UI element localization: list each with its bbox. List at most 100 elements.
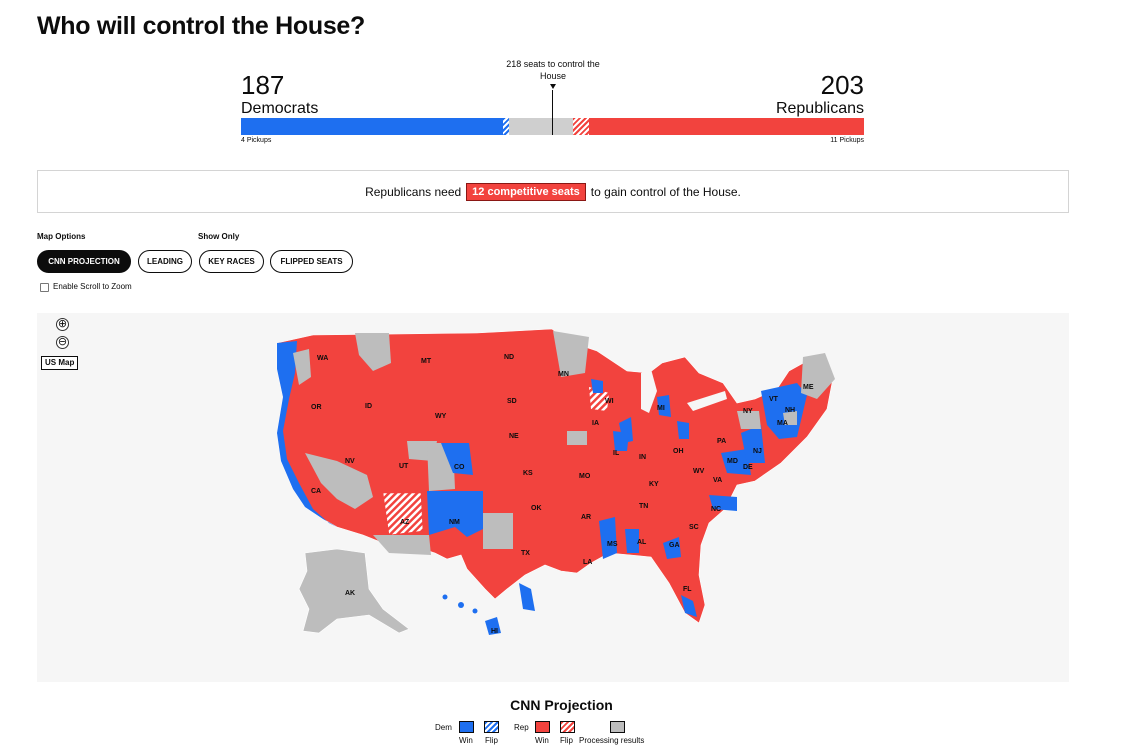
state-label-nj: NJ [753,448,762,455]
va-dem [721,449,751,475]
wa-processing [293,349,311,385]
rep-pickups: 11 Pickups [830,137,864,144]
al-dem [625,529,639,553]
state-label-fl: FL [683,586,692,593]
legend-rep-win-label: Win [535,736,549,745]
page-title: Who will control the House? [37,12,365,40]
west-coast-dem [277,341,337,527]
state-label-wa: WA [317,355,328,362]
il-dem [613,431,629,451]
legend-title: CNN Projection [510,697,613,713]
ga-dem [663,537,681,559]
legend-rep-label: Rep [514,723,529,732]
state-label-mt: MT [421,358,432,365]
dem-seat-count: 187 [241,70,285,100]
state-label-ca: CA [311,488,321,495]
majority-marker-line [552,90,553,135]
ks-processing [567,431,587,445]
map-options-label: Map Options [37,232,86,241]
state-label-il: IL [613,450,620,457]
mn-processing [553,331,589,377]
control-threshold-label: 218 seats to control the House [506,59,600,81]
need-prefix: Republicans need [365,184,462,199]
state-label-sd: SD [507,398,517,405]
scroll-zoom-label: Enable Scroll to Zoom [53,282,132,291]
az-rep-flip [382,492,424,536]
dem-party-label: Democrats [241,100,319,117]
state-label-me: ME [803,384,814,391]
legend-dem-flip-swatch [484,721,499,733]
seat-tracker: 187 Democrats 218 seats to control the H… [241,56,864,148]
state-label-mi: MI [657,405,665,412]
tx-south-dem [519,583,535,611]
state-label-hi: HI [491,628,498,635]
scroll-zoom-checkbox[interactable] [40,283,49,292]
state-label-id: ID [365,403,372,410]
state-label-tx: TX [521,550,530,557]
nv-ca-processing [305,453,373,509]
house-results-map[interactable]: WA OR CA NV ID MT WY UT AZ CO NM ND SD N… [37,313,1069,682]
hawaii-islands [442,594,501,635]
state-label-nm: NM [449,519,460,526]
state-label-nd: ND [504,354,514,361]
state-label-nv: NV [345,458,355,465]
state-label-ak: AK [345,590,355,597]
state-label-ia: IA [592,420,599,427]
state-label-or: OR [311,404,322,411]
state-label-az: AZ [400,519,410,526]
ny-processing [737,411,761,429]
co-dem [441,443,473,475]
state-label-ky: KY [649,481,659,488]
dem-pickups: 4 Pickups [241,137,272,144]
legend-rep-flip-label: Flip [560,736,573,745]
dem-seats-segment [241,118,504,135]
us-district-map[interactable]: WA OR CA NV ID MT WY UT AZ CO NM ND SD N… [37,313,1069,682]
me-processing [801,353,835,399]
md-de-dem [741,425,765,463]
undecided-segment [508,118,574,135]
alaska-shape [298,548,410,634]
state-label-ga: GA [669,542,680,549]
state-label-in: IN [639,454,646,461]
id-processing [355,333,391,371]
legend-dem-flip-label: Flip [485,736,498,745]
state-label-nh: NH [785,407,795,414]
legend-rep-win-swatch [535,721,550,733]
legend-dem-win-label: Win [459,736,473,745]
state-label-al: AL [637,539,647,546]
state-label-ne: NE [509,433,519,440]
nc-dem [709,495,737,511]
state-label-mn: MN [558,371,569,378]
key-races-button[interactable]: KEY RACES [199,250,264,273]
state-label-la: LA [583,559,592,566]
state-label-mo: MO [579,473,591,480]
state-label-ks: KS [523,470,533,477]
zoom-in-button[interactable]: ⊕ [56,318,69,331]
state-label-ut: UT [399,463,409,470]
state-label-wi: WI [605,398,614,405]
flipped-seats-button[interactable]: FLIPPED SEATS [270,250,353,273]
state-label-tn: TN [639,503,648,510]
rep-seat-count: 203 [820,70,864,100]
state-label-md: MD [727,458,738,465]
state-label-ny: NY [743,408,753,415]
state-label-ar: AR [581,514,591,521]
nm-dem [427,491,483,537]
state-label-nc: NC [711,506,721,513]
state-label-sc: SC [689,524,699,531]
state-label-ms: MS [607,541,618,548]
fl-dem [681,595,697,617]
us-map-button[interactable]: US Map [41,356,79,370]
ct-processing [783,411,797,425]
state-label-ma: MA [777,420,788,427]
tx-processing [483,513,513,549]
legend-processing-swatch [610,721,625,733]
zoom-out-button[interactable]: ⊖ [56,336,69,349]
ohio-dem [677,421,689,439]
state-label-wy: WY [435,413,447,420]
cnn-projection-button[interactable]: CNN PROJECTION [37,250,131,273]
state-label-oh: OH [673,448,684,455]
competitive-seats-badge: 12 competitive seats [466,182,586,201]
leading-button[interactable]: LEADING [138,250,192,273]
legend-dem-label: Dem [435,723,452,732]
